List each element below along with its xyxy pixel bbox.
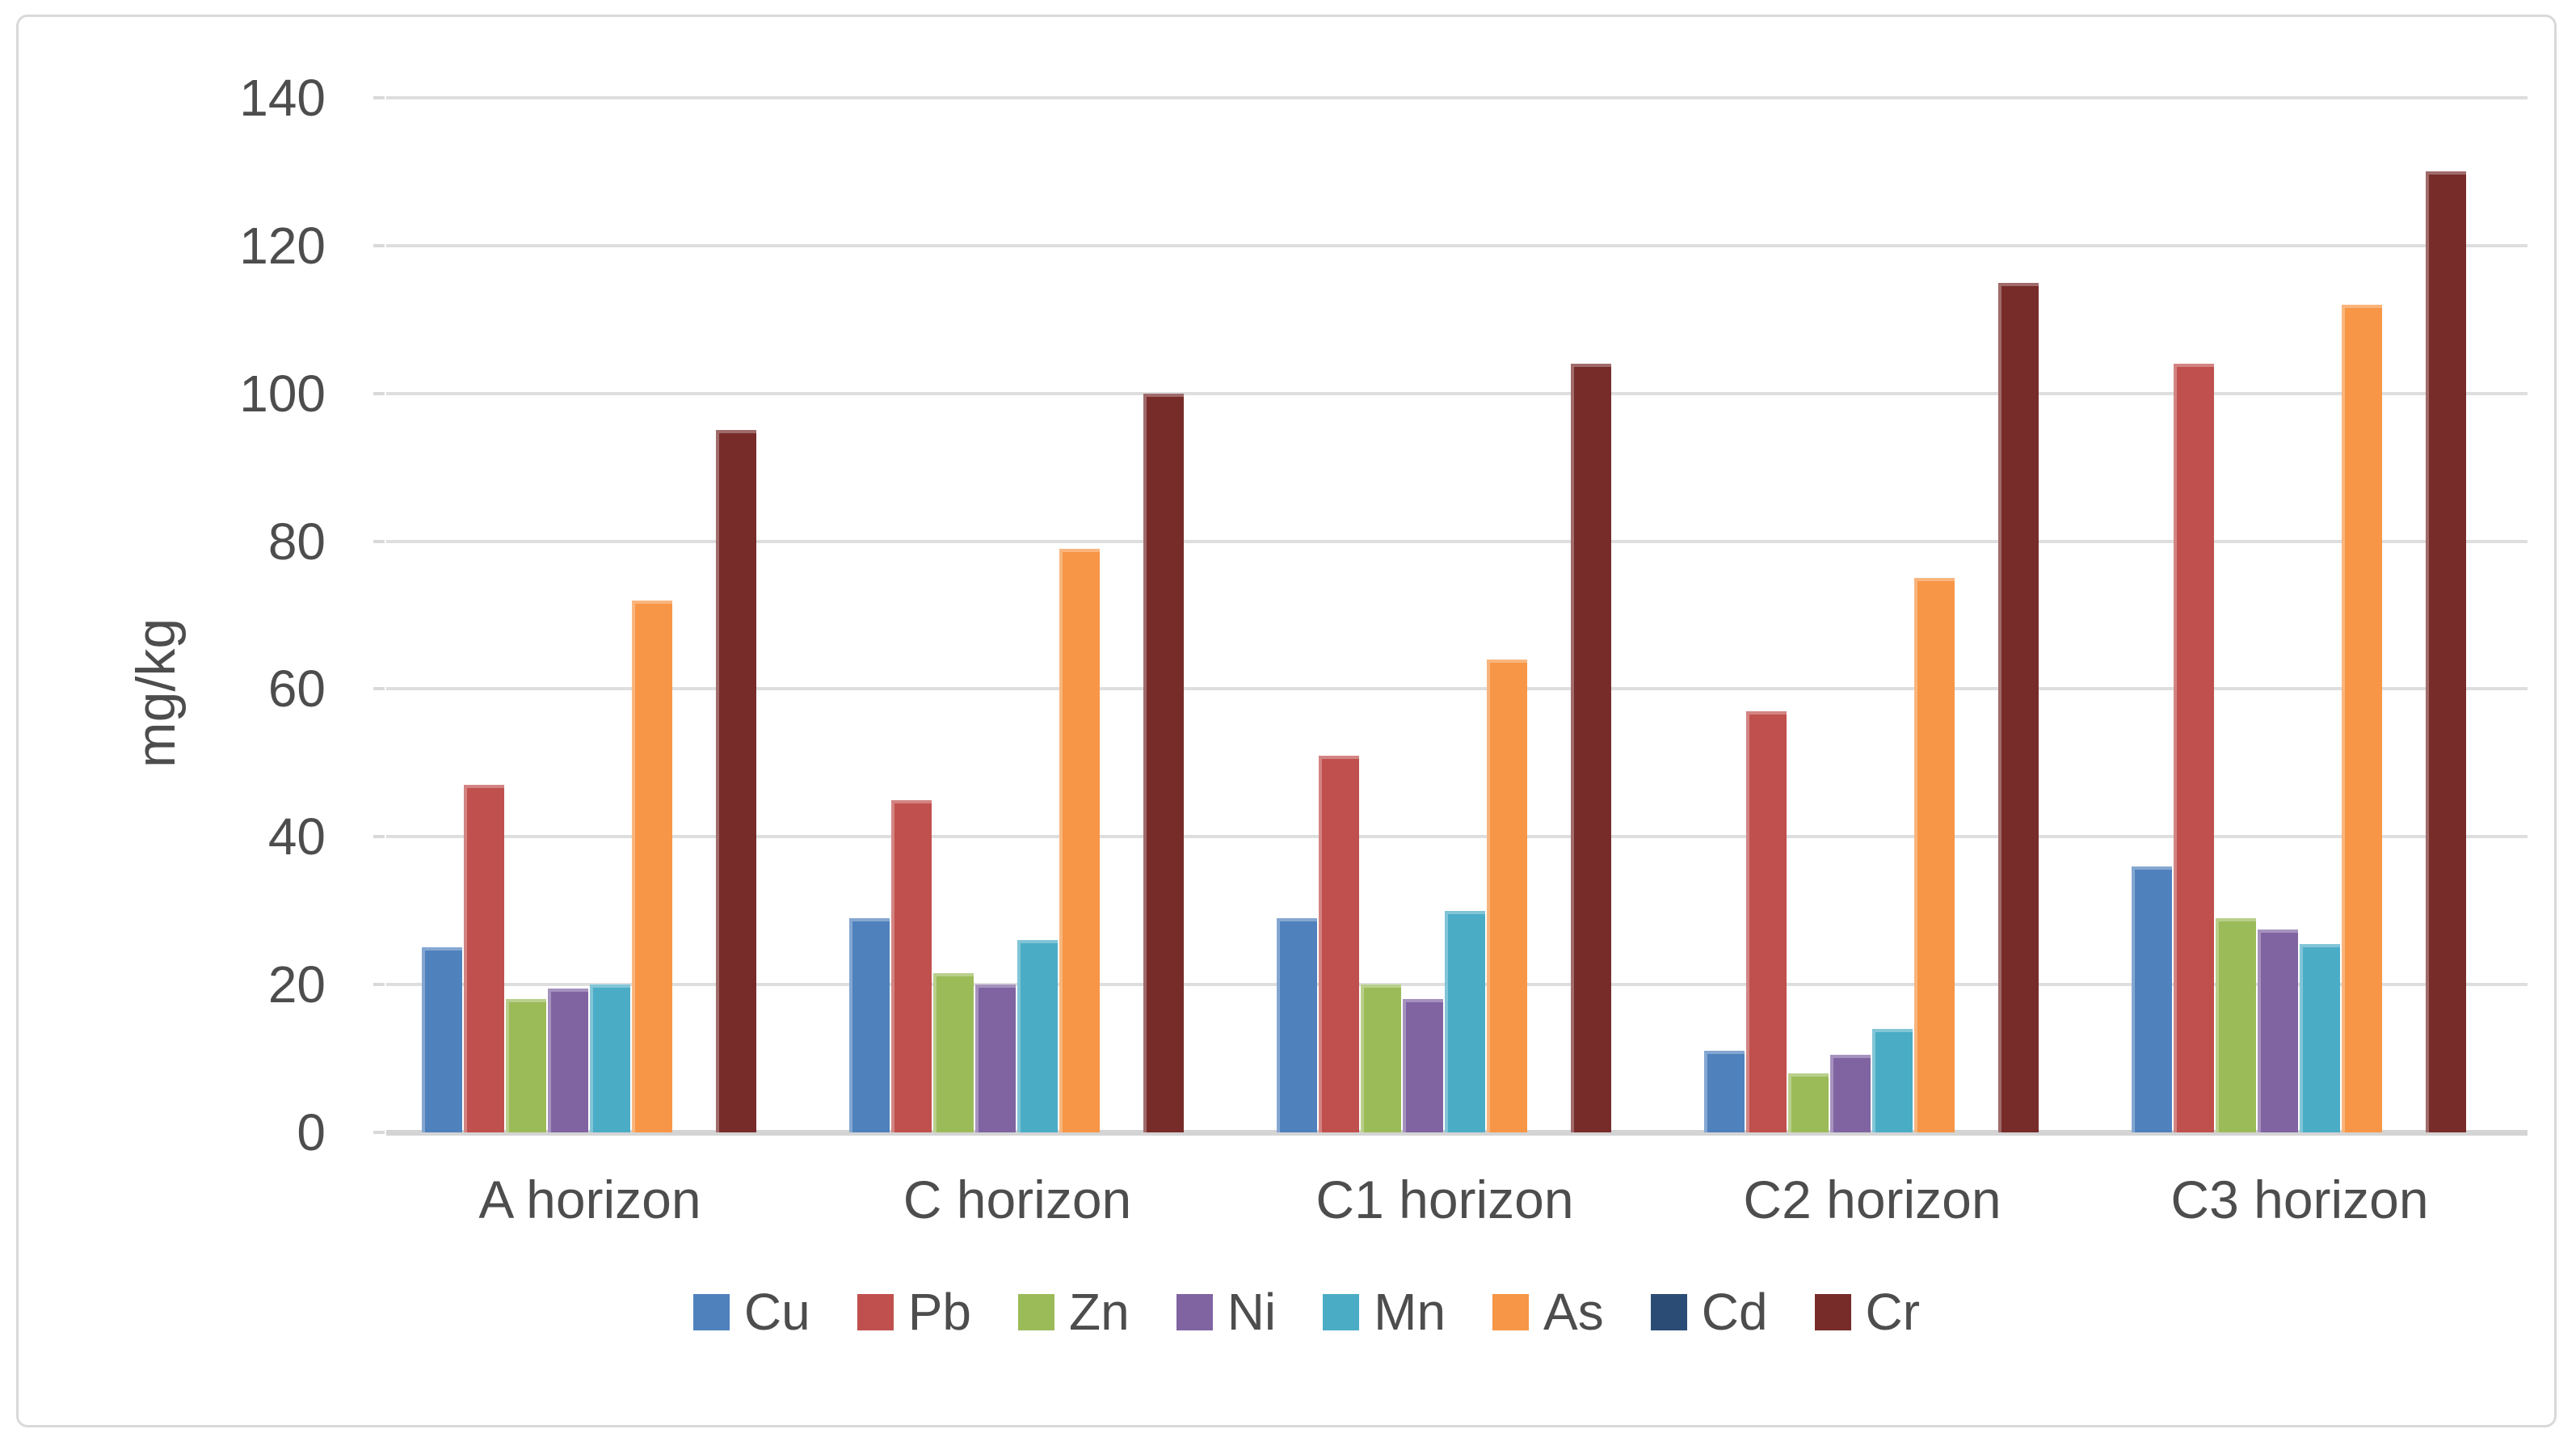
bar-Mn-A-horizon xyxy=(590,984,630,1132)
x-category-label-C3-horizon: C3 horizon xyxy=(2170,1170,2429,1229)
y-tick-mark-60 xyxy=(373,687,385,691)
legend-swatch-Cu xyxy=(692,1293,730,1330)
y-tick-mark-20 xyxy=(373,983,385,987)
legend-swatch-Mn xyxy=(1323,1293,1360,1330)
bar-Zn-C2-horizon xyxy=(1788,1073,1829,1132)
x-axis-line xyxy=(386,1130,2528,1136)
legend-item-Cr: Cr xyxy=(1814,1283,1921,1341)
y-tick-mark-40 xyxy=(373,835,385,839)
bar-Ni-C1-horizon xyxy=(1403,999,1443,1132)
gridline-40 xyxy=(386,835,2528,839)
y-tick-label-120: 120 xyxy=(239,216,326,275)
x-category-label-C2-horizon: C2 horizon xyxy=(1743,1170,2001,1229)
legend-swatch-Zn xyxy=(1018,1293,1055,1330)
bar-Cu-C-horizon xyxy=(849,917,890,1132)
bar-Zn-C-horizon xyxy=(933,973,974,1132)
bar-As-A-horizon xyxy=(632,600,672,1132)
bar-Pb-C3-horizon xyxy=(2174,364,2214,1132)
bar-Pb-C-horizon xyxy=(891,799,932,1132)
bar-As-C3-horizon xyxy=(2342,305,2382,1132)
bar-Ni-C-horizon xyxy=(975,984,1016,1132)
bar-Mn-C2-horizon xyxy=(1872,1029,1913,1132)
y-tick-mark-120 xyxy=(373,243,385,247)
y-tick-mark-140 xyxy=(373,96,385,99)
bar-Pb-C1-horizon xyxy=(1319,755,1359,1132)
bar-Pb-C2-horizon xyxy=(1746,710,1787,1132)
x-category-label-C1-horizon: C1 horizon xyxy=(1315,1170,1574,1229)
bar-Mn-C-horizon xyxy=(1017,940,1058,1132)
bar-Mn-C1-horizon xyxy=(1445,910,1485,1132)
bar-Cr-A-horizon xyxy=(716,430,756,1132)
bar-Cr-C3-horizon xyxy=(2426,171,2466,1132)
y-tick-label-100: 100 xyxy=(239,364,326,423)
bar-Cr-C1-horizon xyxy=(1571,364,1611,1132)
legend-label-Mn: Mn xyxy=(1374,1283,1446,1341)
y-tick-label-60: 60 xyxy=(267,660,326,719)
legend-label-Zn: Zn xyxy=(1069,1283,1130,1341)
legend-swatch-Cr xyxy=(1814,1293,1851,1330)
legend-swatch-Pb xyxy=(857,1293,894,1330)
legend-item-Mn: Mn xyxy=(1323,1286,1446,1338)
y-tick-label-40: 40 xyxy=(267,807,326,866)
y-tick-mark-100 xyxy=(373,391,385,395)
bar-Cu-C2-horizon xyxy=(1704,1051,1745,1132)
bar-Cu-C1-horizon xyxy=(1277,917,1317,1132)
plot-area xyxy=(386,96,2528,1136)
x-category-label-C-horizon: C horizon xyxy=(903,1170,1132,1229)
legend-swatch-Cd xyxy=(1650,1293,1687,1330)
legend-swatch-As xyxy=(1492,1293,1530,1330)
gridline-140 xyxy=(386,96,2528,99)
bar-As-C2-horizon xyxy=(1914,578,1955,1132)
bar-As-C-horizon xyxy=(1059,548,1100,1132)
gridline-80 xyxy=(386,539,2528,543)
bar-Ni-A-horizon xyxy=(548,988,588,1132)
bar-Pb-A-horizon xyxy=(464,785,504,1132)
legend-item-Pb: Pb xyxy=(857,1286,971,1338)
legend-item-Zn: Zn xyxy=(1018,1286,1130,1338)
bar-Mn-C3-horizon xyxy=(2300,943,2340,1132)
bar-Cr-C2-horizon xyxy=(1998,282,2039,1132)
legend-swatch-Ni xyxy=(1176,1293,1213,1330)
legend-label-Cd: Cd xyxy=(1701,1283,1768,1341)
legend-item-Cu: Cu xyxy=(692,1283,810,1341)
gridline-100 xyxy=(386,391,2528,395)
bar-Zn-C3-horizon xyxy=(2216,917,2256,1132)
gridline-60 xyxy=(386,687,2528,691)
y-tick-label-0: 0 xyxy=(297,1103,326,1161)
legend-label-Cu: Cu xyxy=(743,1283,810,1341)
y-tick-mark-80 xyxy=(373,539,385,543)
bar-As-C1-horizon xyxy=(1487,659,1527,1132)
y-tick-label-80: 80 xyxy=(267,512,326,571)
legend-label-Cr: Cr xyxy=(1865,1283,1921,1341)
bar-Cr-C-horizon xyxy=(1143,393,1184,1132)
x-category-label-A-horizon: A horizon xyxy=(478,1170,701,1229)
bar-Zn-C1-horizon xyxy=(1361,984,1401,1132)
legend-label-Pb: Pb xyxy=(907,1283,972,1341)
legend-label-As: As xyxy=(1543,1283,1604,1341)
y-tick-label-140: 140 xyxy=(239,69,326,127)
chart-frame: mg/kg 0 20 40 60 80 100 120 140 A horizon C hori… xyxy=(16,15,2557,1427)
gridline-120 xyxy=(386,243,2528,247)
legend: Cu Pb Zn Ni Mn As Cd Cr xyxy=(19,1286,2576,1338)
legend-item-As: As xyxy=(1492,1286,1604,1338)
y-tick-mark-0 xyxy=(373,1131,385,1134)
bar-Cu-A-horizon xyxy=(422,947,462,1132)
bar-Zn-A-horizon xyxy=(506,999,546,1132)
bar-Ni-C3-horizon xyxy=(2258,929,2298,1132)
legend-item-Cd: Cd xyxy=(1650,1283,1768,1341)
legend-label-Ni: Ni xyxy=(1227,1283,1277,1341)
bar-Cu-C3-horizon xyxy=(2132,866,2172,1132)
bar-Ni-C2-horizon xyxy=(1830,1055,1871,1132)
legend-item-Ni: Ni xyxy=(1176,1286,1276,1338)
y-tick-label-20: 20 xyxy=(267,955,326,1014)
